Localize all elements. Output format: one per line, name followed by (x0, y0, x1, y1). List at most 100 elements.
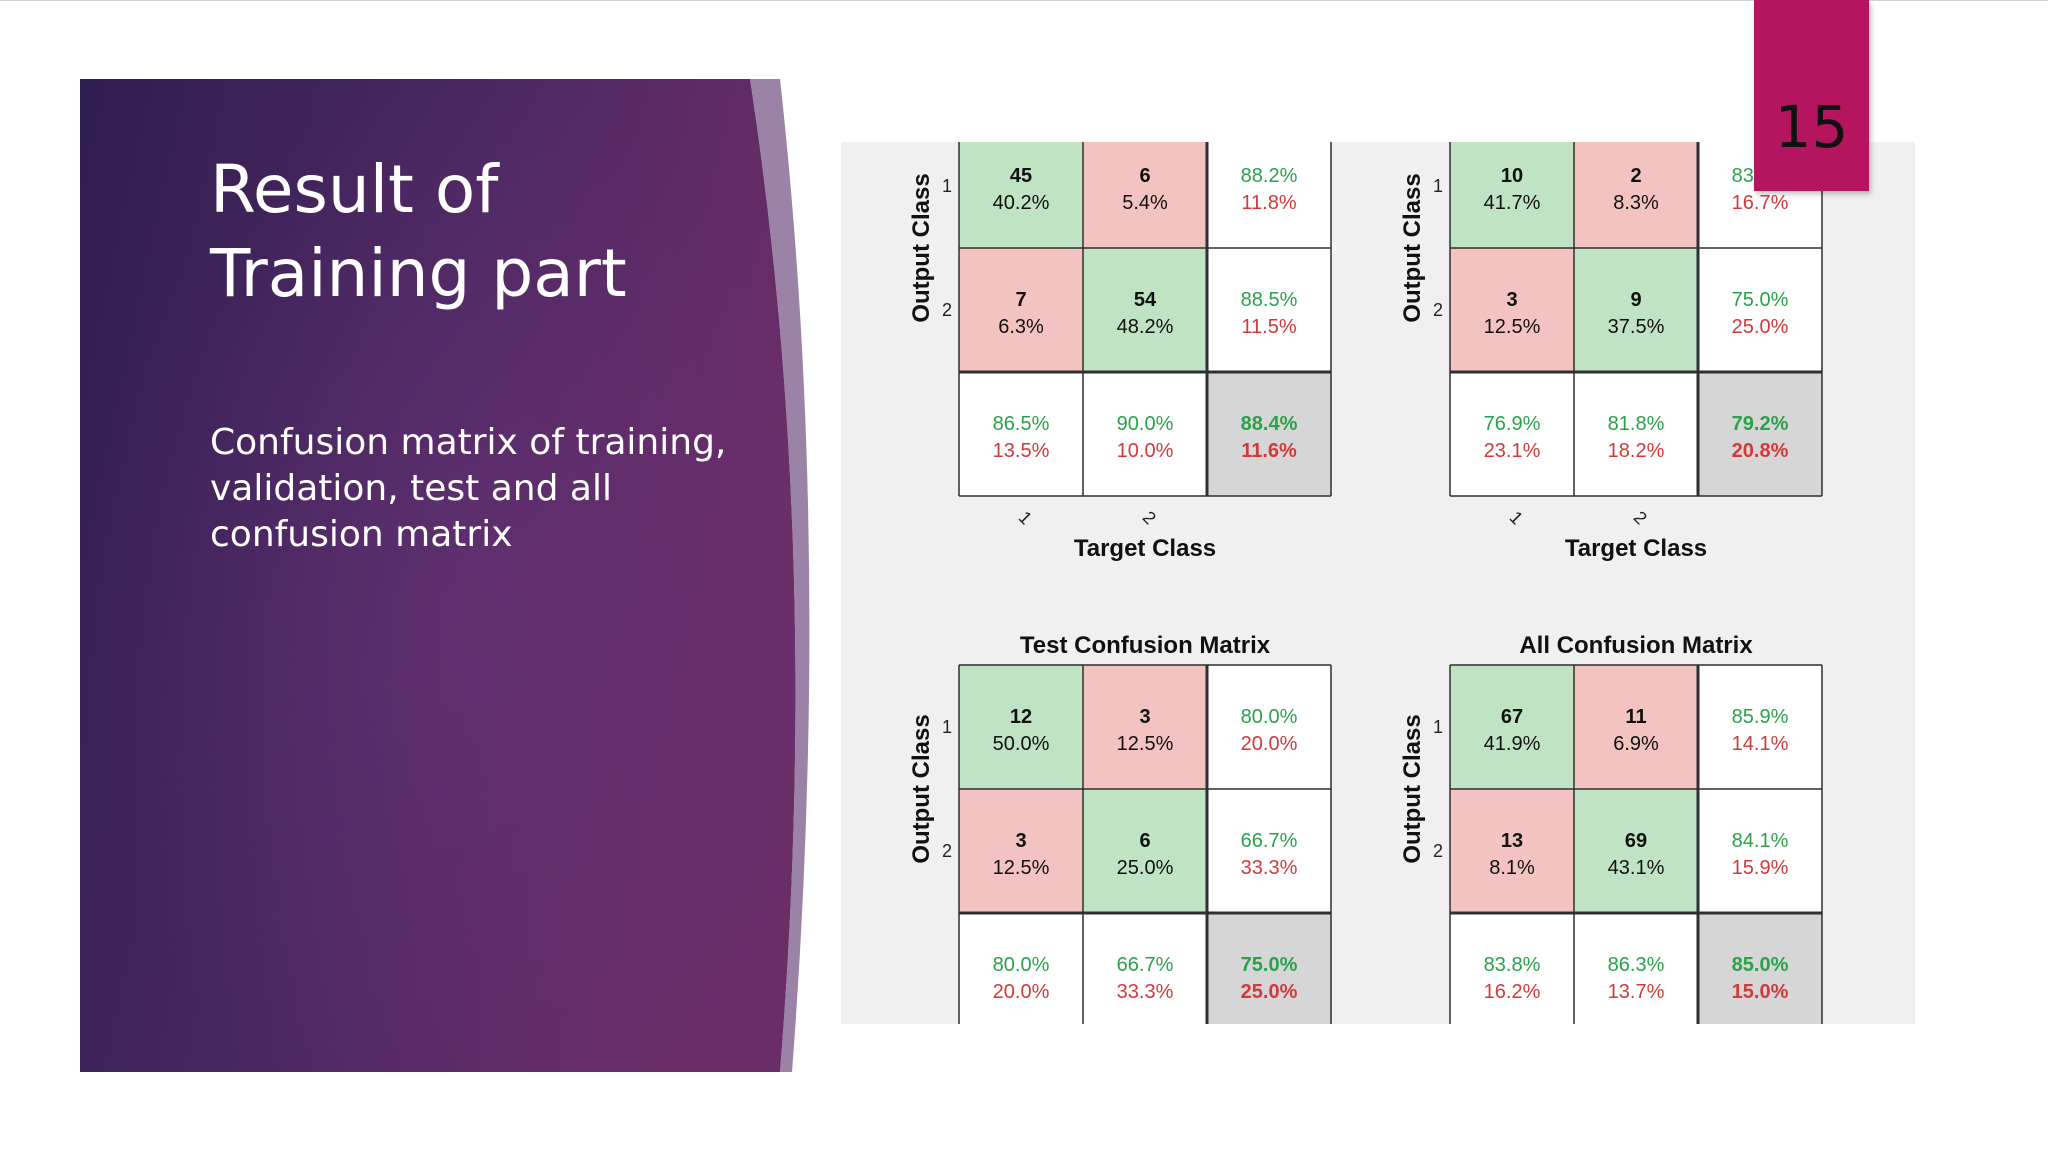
slide-number: 15 (1774, 93, 1849, 161)
matrix-test-cell-percent: 12.5% (1117, 733, 1174, 755)
matrix-all-summary-cell-r2c3 (1698, 789, 1822, 913)
matrix-validation-correct-cell-r2c2 (1574, 248, 1698, 372)
matrix-test-col-summary-error: 20.0% (993, 981, 1050, 1003)
matrix-validation-cell-count: 2 (1630, 165, 1641, 187)
matrix-all-wrong-cell-r2c1 (1450, 789, 1574, 913)
matrix-validation-cell-percent: 8.3% (1613, 192, 1659, 214)
matrix-test-cell-percent: 25.0% (1117, 857, 1174, 879)
matrix-test-row-summary-correct: 66.7% (1241, 830, 1298, 852)
top-divider-line (0, 0, 2048, 1)
matrix-test-ylabel: Output Class (908, 714, 935, 863)
matrix-all-row-tick: 2 (1433, 841, 1443, 861)
confusion-matrix-plot: 45 40.2% 6 5.4% 88.2% 11.8% 7 6.3% 54 48.2% 88.5% 1… (908, 142, 1823, 1024)
matrix-all-total-error: 15.0% (1732, 981, 1789, 1003)
matrix-test-total-cell-r3c3 (1207, 913, 1331, 1024)
matrix-training-col-summary-correct: 86.5% (993, 413, 1050, 435)
matrix-test-summary-cell-r1c3 (1207, 665, 1331, 789)
matrix-test-cell-count: 6 (1139, 830, 1150, 852)
matrix-all-cell-percent: 41.9% (1484, 733, 1541, 755)
matrix-validation-cell-count: 9 (1630, 289, 1641, 311)
matrix-test-cell-percent: 50.0% (993, 733, 1050, 755)
matrix-all-cell-count: 69 (1625, 830, 1647, 852)
matrix-validation-total-cell-r3c3 (1698, 372, 1822, 496)
matrix-validation-wrong-cell-r2c1 (1450, 248, 1574, 372)
matrix-training-row-summary-correct: 88.5% (1241, 289, 1298, 311)
matrix-training-row-summary-correct: 88.2% (1241, 165, 1298, 187)
matrix-validation-correct-cell-r1c1 (1450, 142, 1574, 248)
matrix-validation-cell-percent: 37.5% (1608, 316, 1665, 338)
matrix-validation-total-error: 20.8% (1732, 440, 1789, 462)
matrix-test-cell-count: 3 (1139, 706, 1150, 728)
matrix-training-summary-cell-r3c2 (1083, 372, 1207, 496)
matrix-all-row-summary-error: 14.1% (1732, 733, 1789, 755)
matrix-all-col-summary-correct: 86.3% (1608, 954, 1665, 976)
matrix-validation-cell-count: 10 (1501, 165, 1523, 187)
matrix-training-total-cell-r3c3 (1207, 372, 1331, 496)
matrix-test-row-summary-error: 33.3% (1241, 857, 1298, 879)
matrix-training-summary-cell-r3c1 (959, 372, 1083, 496)
matrix-training-col-tick: 1 (1015, 507, 1036, 528)
matrix-validation-summary-cell-r3c2 (1574, 372, 1698, 496)
matrix-validation-col-tick: 1 (1506, 507, 1527, 528)
matrix-validation-col-summary-error: 18.2% (1608, 440, 1665, 462)
slide-title-line1: Result of (210, 151, 499, 228)
slide-title: Result of Training part (210, 148, 730, 316)
matrix-validation-cell-percent: 41.7% (1484, 192, 1541, 214)
matrix-validation-wrong-cell-r1c2 (1574, 142, 1698, 248)
matrix-training-summary-cell-r2c3 (1207, 248, 1331, 372)
matrix-test-row-summary-error: 20.0% (1241, 733, 1298, 755)
matrix-test-row-summary-correct: 80.0% (1241, 706, 1298, 728)
matrix-training-cell-count: 7 (1015, 289, 1026, 311)
matrix-all-summary-cell-r1c3 (1698, 665, 1822, 789)
matrix-test-total-correct: 75.0% (1241, 954, 1298, 976)
matrix-validation-ylabel: Output Class (1399, 173, 1426, 322)
matrix-all-cell-count: 11 (1625, 706, 1646, 728)
matrix-validation-col-tick: 2 (1630, 507, 1651, 528)
matrix-all-cell-percent: 8.1% (1489, 857, 1535, 879)
matrix-all-total-correct: 85.0% (1732, 954, 1789, 976)
matrix-all-row-summary-correct: 85.9% (1732, 706, 1789, 728)
matrix-test-total-error: 25.0% (1241, 981, 1298, 1003)
matrix-training-cell-percent: 5.4% (1122, 192, 1168, 214)
matrix-test-summary-cell-r3c1 (959, 913, 1083, 1024)
matrix-test-row-tick: 1 (942, 717, 952, 737)
matrix-test-title: Test Confusion Matrix (1020, 632, 1271, 659)
matrix-training-total-error: 11.6% (1241, 440, 1297, 462)
confusion-matrix-figure: 45 40.2% 6 5.4% 88.2% 11.8% 7 6.3% 54 48.2% 88.5% 1… (841, 142, 1915, 1024)
matrix-training-cell-count: 54 (1134, 289, 1157, 311)
slide-number-badge: 15 (1754, 0, 1869, 191)
matrix-all-correct-cell-r2c2 (1574, 789, 1698, 913)
matrix-all-ylabel: Output Class (1399, 714, 1426, 863)
matrix-test-correct-cell-r1c1 (959, 665, 1083, 789)
matrix-test-correct-cell-r2c2 (1083, 789, 1207, 913)
matrix-all-summary-cell-r3c1 (1450, 913, 1574, 1024)
matrix-validation-summary-cell-r3c1 (1450, 372, 1574, 496)
matrix-training-col-summary-error: 10.0% (1117, 440, 1174, 462)
matrix-training-wrong-cell-r1c2 (1083, 142, 1207, 248)
matrix-training-xlabel: Target Class (1074, 535, 1216, 562)
matrix-validation-row-summary-error: 16.7% (1732, 192, 1789, 214)
matrix-training-col-summary-error: 13.5% (993, 440, 1050, 462)
matrix-test-row-tick: 2 (942, 841, 952, 861)
matrix-all-col-summary-correct: 83.8% (1484, 954, 1541, 976)
matrix-training-row-tick: 2 (942, 300, 952, 320)
matrix-validation-row-summary-correct: 75.0% (1732, 289, 1789, 311)
matrix-training-col-summary-correct: 90.0% (1117, 413, 1174, 435)
matrix-training-row-summary-error: 11.5% (1241, 316, 1296, 338)
matrix-all-wrong-cell-r1c2 (1574, 665, 1698, 789)
matrix-test-col-summary-correct: 80.0% (993, 954, 1050, 976)
matrix-test-summary-cell-r3c2 (1083, 913, 1207, 1024)
matrix-validation-summary-cell-r2c3 (1698, 248, 1822, 372)
slide-title-line2: Training part (210, 235, 627, 312)
matrix-all-cell-count: 67 (1501, 706, 1523, 728)
matrix-validation-row-summary-error: 25.0% (1732, 316, 1789, 338)
matrix-training-row-tick: 1 (942, 176, 952, 196)
matrix-validation-cell-count: 3 (1506, 289, 1517, 311)
matrix-test-wrong-cell-r2c1 (959, 789, 1083, 913)
matrix-validation-col-summary-error: 23.1% (1484, 440, 1541, 462)
matrix-all-row-summary-correct: 84.1% (1732, 830, 1789, 852)
matrix-training-cell-percent: 48.2% (1117, 316, 1174, 338)
matrix-training-ylabel: Output Class (908, 173, 935, 322)
title-panel (80, 79, 830, 1072)
matrix-all-row-summary-error: 15.9% (1732, 857, 1789, 879)
